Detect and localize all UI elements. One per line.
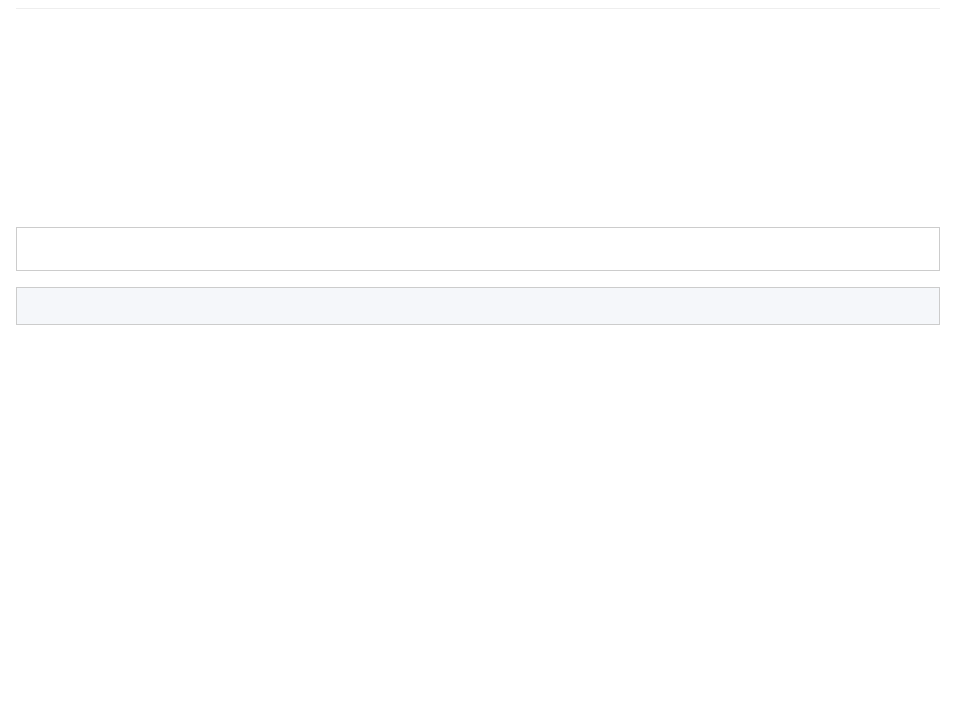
timing-diagram bbox=[16, 25, 940, 207]
timing-row-reset bbox=[16, 51, 940, 77]
timing-row-mm bbox=[16, 155, 940, 181]
timing-row-hh bbox=[16, 129, 940, 155]
timing-row-ena bbox=[16, 77, 940, 103]
timing-row-clk bbox=[16, 25, 940, 51]
wave-ss bbox=[96, 181, 396, 331]
timing-row-pm bbox=[16, 103, 940, 129]
timing-row-ss bbox=[16, 181, 940, 207]
top-divider bbox=[16, 8, 940, 9]
